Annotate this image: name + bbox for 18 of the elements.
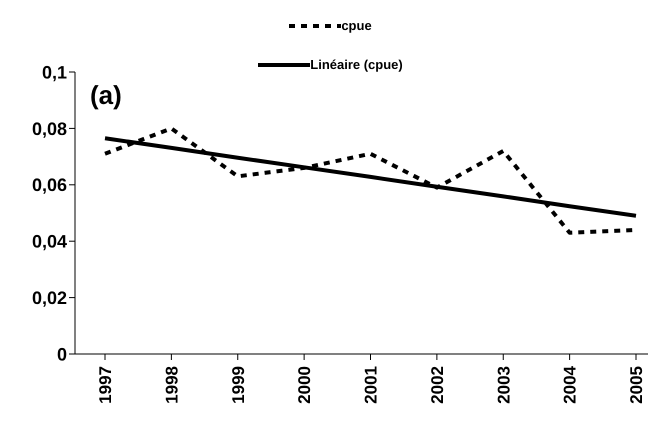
- y-tick-label: 0,06: [32, 175, 67, 196]
- x-tick-label: 2002: [428, 366, 447, 404]
- y-tick-label: 0,1: [42, 62, 67, 82]
- x-tick-label: 2001: [362, 366, 381, 404]
- x-tick-label: 2003: [494, 366, 514, 404]
- legend-label: cpue: [341, 18, 372, 33]
- annotation: (a): [90, 80, 122, 111]
- x-tick-label: 2000: [295, 366, 314, 404]
- y-tick-label: 0,02: [32, 288, 67, 308]
- y-tick-label: 0,08: [32, 118, 67, 139]
- x-tick-label: 1998: [162, 366, 182, 404]
- y-tick-label: 0: [56, 344, 67, 364]
- x-tick-label: 2005: [627, 366, 646, 404]
- x-tick-label: 1999: [228, 366, 248, 404]
- x-tick-label: 2004: [560, 365, 580, 404]
- legend-label: Linéaire (cpue): [310, 57, 403, 72]
- y-tick-label: 0,04: [32, 232, 67, 252]
- x-tick-label: 1997: [96, 366, 116, 404]
